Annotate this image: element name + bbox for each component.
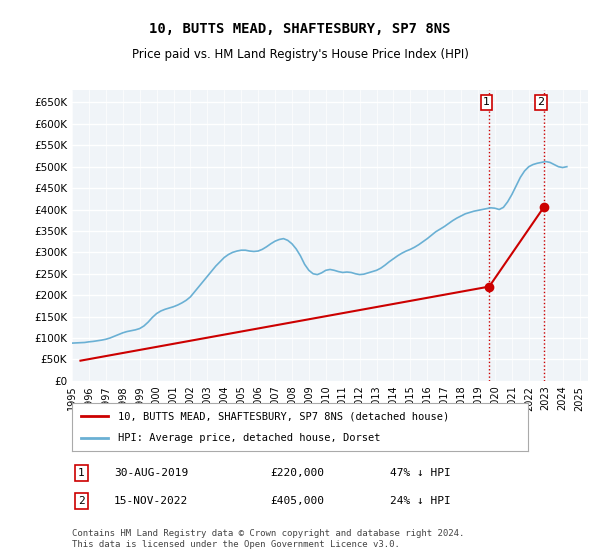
Text: 10, BUTTS MEAD, SHAFTESBURY, SP7 8NS: 10, BUTTS MEAD, SHAFTESBURY, SP7 8NS [149, 22, 451, 36]
Text: 15-NOV-2022: 15-NOV-2022 [114, 496, 188, 506]
Text: 10, BUTTS MEAD, SHAFTESBURY, SP7 8NS (detached house): 10, BUTTS MEAD, SHAFTESBURY, SP7 8NS (de… [118, 411, 449, 421]
Text: 47% ↓ HPI: 47% ↓ HPI [390, 468, 451, 478]
Text: 1: 1 [483, 97, 490, 108]
Text: 2: 2 [538, 97, 545, 108]
Text: 24% ↓ HPI: 24% ↓ HPI [390, 496, 451, 506]
Text: £220,000: £220,000 [270, 468, 324, 478]
Text: 1: 1 [78, 468, 85, 478]
Text: 30-AUG-2019: 30-AUG-2019 [114, 468, 188, 478]
Text: Price paid vs. HM Land Registry's House Price Index (HPI): Price paid vs. HM Land Registry's House … [131, 48, 469, 60]
Text: 2: 2 [78, 496, 85, 506]
Text: HPI: Average price, detached house, Dorset: HPI: Average price, detached house, Dors… [118, 433, 380, 443]
Text: £405,000: £405,000 [270, 496, 324, 506]
Text: Contains HM Land Registry data © Crown copyright and database right 2024.
This d: Contains HM Land Registry data © Crown c… [72, 529, 464, 549]
